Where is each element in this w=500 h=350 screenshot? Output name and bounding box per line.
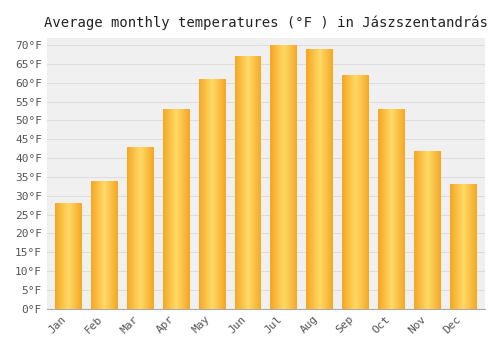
Title: Average monthly temperatures (°F ) in Jászszentandrás: Average monthly temperatures (°F ) in Já… — [44, 15, 488, 29]
